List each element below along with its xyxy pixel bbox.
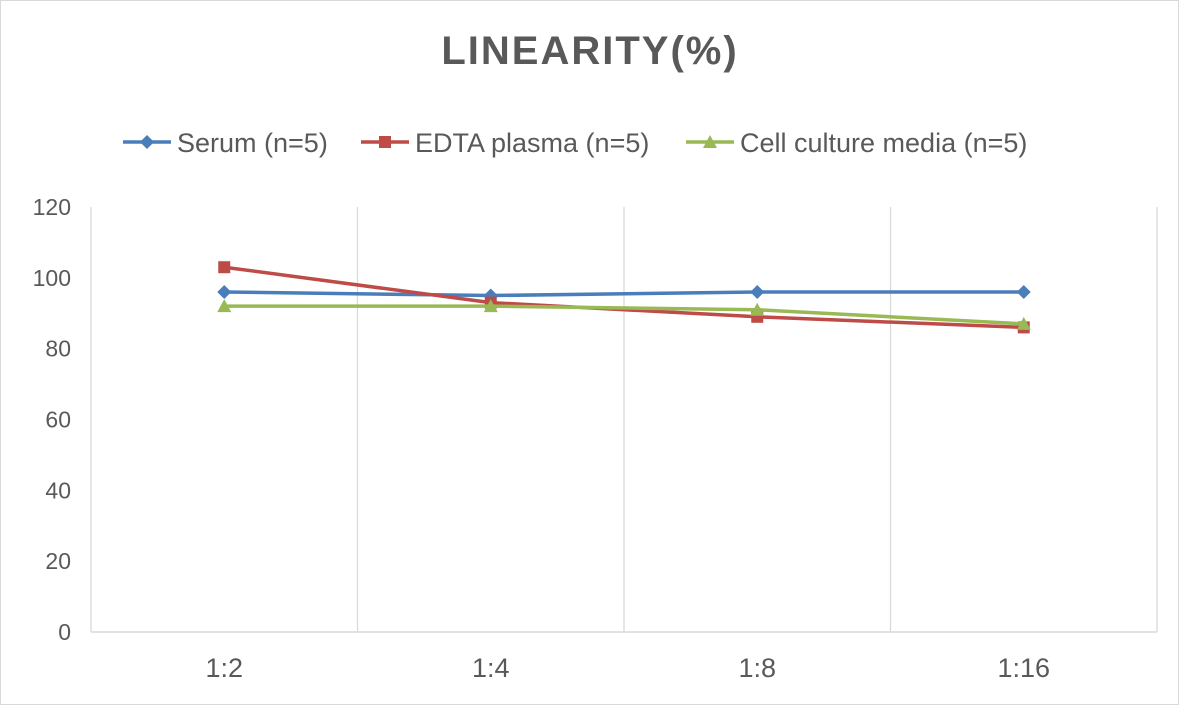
legend-item: EDTA plasma (n=5) [361,128,649,158]
y-tick-label: 20 [45,548,71,574]
data-point [483,299,498,313]
legend-marker [703,135,717,148]
x-tick-label: 1:2 [205,653,243,683]
x-tick-label: 1:8 [738,653,776,683]
legend-label: Cell culture media (n=5) [740,128,1027,158]
data-point [217,299,232,313]
legend-label: Serum (n=5) [177,128,328,158]
y-tick-label: 40 [45,477,71,503]
data-point [218,261,231,274]
series-2 [217,299,1031,330]
series-line [224,304,1024,326]
series-line [224,290,1024,298]
legend-label: EDTA plasma (n=5) [415,128,649,158]
legend-item: Serum (n=5) [123,128,328,158]
y-tick-label: 120 [33,194,71,220]
x-tick-label: 1:16 [997,653,1050,683]
y-tick-label: 80 [45,336,71,362]
y-tick-label: 60 [45,407,71,433]
data-point [1016,285,1031,299]
data-point [750,285,765,299]
x-tick-label: 1:4 [472,653,510,683]
y-tick-label: 100 [33,265,71,291]
series-line [224,265,1024,330]
data-point [750,302,765,316]
y-tick-label: 0 [58,619,71,645]
data-point [1016,316,1031,330]
legend-item: Cell culture media (n=5) [686,128,1027,158]
chart-title: LINEARITY(%) [441,29,738,73]
legend-marker [140,135,154,149]
legend-marker [379,136,391,148]
data-point [217,285,232,299]
